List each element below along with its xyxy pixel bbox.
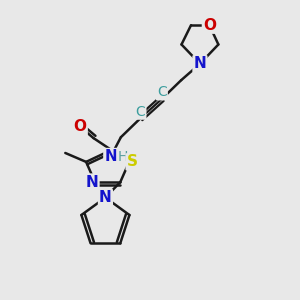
Text: N: N [99, 190, 112, 205]
Text: N: N [104, 149, 117, 164]
Text: H: H [118, 149, 128, 164]
Text: C: C [136, 105, 146, 119]
Text: N: N [194, 56, 206, 71]
Text: N: N [86, 175, 98, 190]
Text: O: O [74, 119, 87, 134]
Text: O: O [203, 18, 216, 33]
Text: C: C [157, 85, 167, 99]
Text: S: S [127, 154, 138, 169]
